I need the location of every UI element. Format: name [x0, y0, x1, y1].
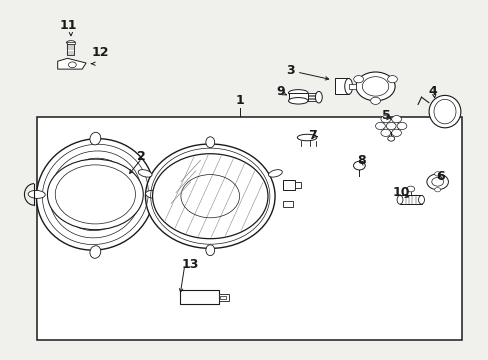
Ellipse shape — [90, 246, 101, 258]
Circle shape — [391, 129, 401, 136]
Bar — [66, 42, 75, 44]
Bar — [282, 180, 294, 190]
Circle shape — [382, 120, 399, 132]
Text: 10: 10 — [391, 186, 409, 199]
Bar — [288, 93, 307, 101]
Ellipse shape — [138, 170, 152, 177]
Ellipse shape — [396, 195, 402, 204]
Ellipse shape — [428, 95, 460, 128]
Bar — [348, 84, 355, 89]
Ellipse shape — [205, 245, 214, 256]
Bar — [282, 201, 293, 207]
Circle shape — [387, 76, 397, 83]
Text: 7: 7 — [308, 129, 317, 141]
Circle shape — [434, 172, 440, 176]
Ellipse shape — [66, 41, 75, 44]
Text: 11: 11 — [60, 19, 77, 32]
Circle shape — [391, 116, 401, 123]
Text: 9: 9 — [276, 85, 285, 98]
Polygon shape — [58, 58, 86, 69]
Circle shape — [353, 161, 365, 170]
Bar — [220, 296, 225, 299]
Circle shape — [434, 188, 440, 192]
Ellipse shape — [288, 98, 307, 104]
Ellipse shape — [297, 134, 316, 141]
Bar — [307, 93, 318, 101]
Text: 2: 2 — [137, 150, 146, 163]
Circle shape — [426, 174, 447, 190]
Bar — [399, 195, 421, 204]
Text: 6: 6 — [435, 170, 444, 183]
Text: 1: 1 — [235, 94, 244, 107]
Ellipse shape — [418, 195, 424, 204]
Ellipse shape — [268, 170, 282, 177]
Ellipse shape — [344, 78, 352, 94]
Text: 4: 4 — [427, 85, 436, 98]
Ellipse shape — [288, 90, 307, 96]
Ellipse shape — [28, 190, 45, 198]
Text: 5: 5 — [381, 109, 390, 122]
Circle shape — [380, 116, 390, 123]
Circle shape — [355, 72, 394, 101]
Ellipse shape — [90, 132, 101, 145]
Bar — [67, 44, 74, 55]
Circle shape — [396, 122, 406, 130]
Text: 12: 12 — [91, 46, 109, 59]
Circle shape — [353, 76, 363, 83]
Circle shape — [375, 122, 385, 130]
Circle shape — [387, 136, 394, 141]
Circle shape — [406, 186, 414, 192]
Ellipse shape — [145, 190, 162, 198]
Circle shape — [370, 97, 380, 104]
Ellipse shape — [145, 144, 274, 248]
Bar — [334, 78, 348, 94]
Bar — [294, 182, 300, 188]
Text: 8: 8 — [357, 154, 366, 167]
Text: 13: 13 — [182, 258, 199, 271]
Bar — [180, 290, 219, 304]
Ellipse shape — [315, 91, 322, 103]
Text: 3: 3 — [286, 64, 295, 77]
Ellipse shape — [37, 139, 154, 250]
Bar — [37, 117, 461, 340]
Ellipse shape — [205, 137, 214, 148]
Circle shape — [380, 129, 390, 136]
Circle shape — [47, 159, 143, 230]
Bar — [219, 294, 228, 301]
Circle shape — [152, 154, 267, 239]
